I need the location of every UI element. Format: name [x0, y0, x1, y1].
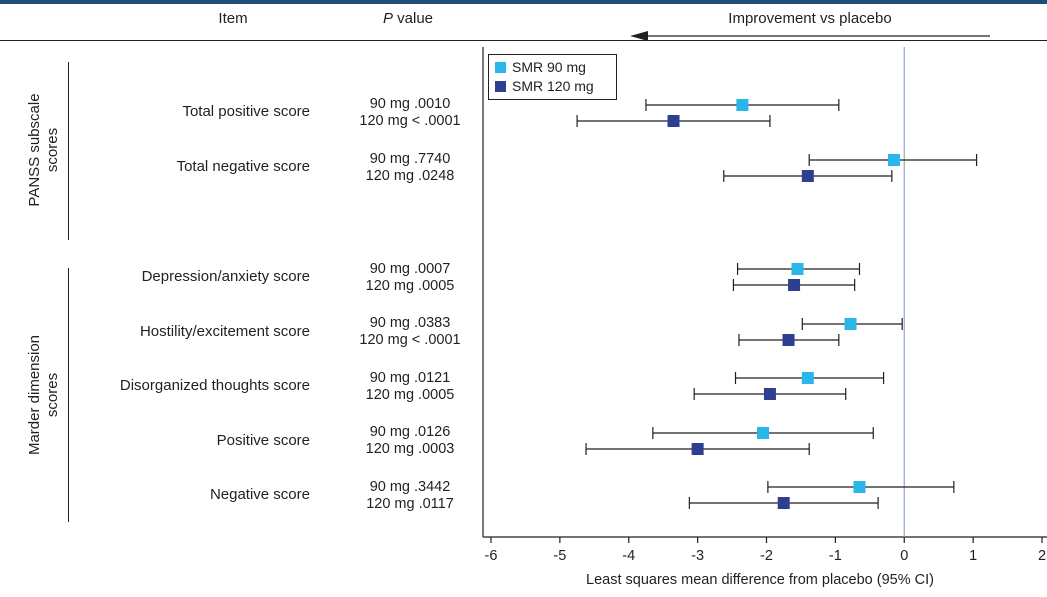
top-accent-bar	[0, 0, 1047, 4]
x-tick-label: -4	[622, 548, 635, 564]
x-tick-label: -6	[485, 548, 498, 564]
point-estimate	[788, 279, 801, 291]
ci-row-120mg	[732, 279, 856, 291]
row-label: Total positive score	[182, 103, 310, 120]
header-p-value: P value	[368, 10, 448, 27]
ci-row-120mg	[693, 388, 847, 400]
ci-row-120mg	[688, 497, 879, 509]
point-estimate	[667, 115, 680, 127]
point-estimate	[853, 481, 866, 493]
point-estimate	[844, 318, 857, 330]
x-tick-label: 1	[969, 548, 977, 564]
legend-label-120: SMR 120 mg	[512, 78, 594, 94]
point-estimate	[777, 497, 790, 509]
ci-row-90mg	[801, 318, 903, 330]
legend: SMR 90 mg SMR 120 mg	[488, 54, 617, 100]
legend-swatch-90	[495, 62, 506, 73]
x-tick-label: -5	[553, 548, 566, 564]
p-value-120: 120 mg .0003	[365, 441, 455, 457]
point-estimate	[782, 334, 795, 346]
x-axis-title: Least squares mean difference from place…	[586, 572, 934, 588]
ci-row-90mg	[808, 154, 978, 166]
legend-item-90: SMR 90 mg	[495, 59, 586, 75]
p-value-120: 120 mg .0248	[365, 168, 455, 184]
point-estimate	[736, 99, 749, 111]
point-estimate	[887, 154, 900, 166]
p-value-90: 90 mg .0007	[369, 261, 451, 277]
group-bracket-marder	[68, 268, 69, 522]
x-tick-label: -1	[829, 548, 842, 564]
ci-row-90mg	[645, 99, 840, 111]
legend-swatch-120	[495, 81, 506, 92]
row-label: Hostility/excitement score	[139, 323, 310, 340]
p-value-90: 90 mg .0010	[369, 96, 451, 112]
x-axis-ticks: -6 -5 -4 -3 -2 -1 0 1 2	[485, 537, 1046, 564]
point-estimate	[691, 443, 704, 455]
row-label: Disorganized thoughts score	[119, 377, 310, 394]
ci-row-120mg	[576, 115, 771, 127]
legend-item-120: SMR 120 mg	[495, 78, 594, 94]
p-value-120: 120 mg .0005	[365, 278, 455, 294]
improvement-arrow-head-icon	[630, 31, 648, 41]
point-estimate	[757, 427, 770, 439]
row-label: Total negative score	[176, 158, 310, 175]
ci-row-90mg	[652, 427, 874, 439]
header-improvement: Improvement vs placebo	[728, 10, 892, 27]
ci-row-120mg	[738, 334, 840, 346]
row-label: Positive score	[216, 432, 310, 449]
p-value-120: 120 mg .0117	[366, 496, 454, 512]
legend-label-90: SMR 90 mg	[512, 59, 586, 75]
row-label: Negative score	[209, 486, 310, 503]
p-value-90: 90 mg .7740	[369, 151, 451, 167]
plot-marks	[576, 99, 978, 509]
row-label: Depression/anxiety score	[141, 268, 310, 285]
ci-row-120mg	[723, 170, 893, 182]
p-value-120: 120 mg < .0001	[359, 113, 461, 129]
ci-row-90mg	[734, 372, 885, 384]
header-item: Item	[218, 10, 248, 27]
p-value-120: 120 mg < .0001	[359, 332, 461, 348]
x-tick-label: 2	[1038, 548, 1046, 564]
x-tick-label: -2	[760, 548, 773, 564]
p-value-90: 90 mg .0383	[369, 315, 451, 331]
group-bracket-panss	[68, 62, 69, 240]
ci-row-90mg	[767, 481, 955, 493]
p-value-90: 90 mg .3442	[369, 479, 451, 495]
point-estimate	[791, 263, 804, 275]
point-estimate	[763, 388, 776, 400]
x-tick-label: 0	[900, 548, 908, 564]
x-tick-label: -3	[691, 548, 704, 564]
ci-row-120mg	[585, 443, 810, 455]
p-value-90: 90 mg .0126	[369, 424, 451, 440]
header-p-rest: value	[392, 10, 434, 27]
p-value-90: 90 mg .0121	[369, 370, 451, 386]
p-value-120: 120 mg .0005	[365, 387, 455, 403]
point-estimate	[801, 170, 814, 182]
header-p-italic: P	[382, 10, 393, 27]
header-divider	[0, 40, 1047, 41]
point-estimate	[801, 372, 814, 384]
ci-row-90mg	[736, 263, 861, 275]
